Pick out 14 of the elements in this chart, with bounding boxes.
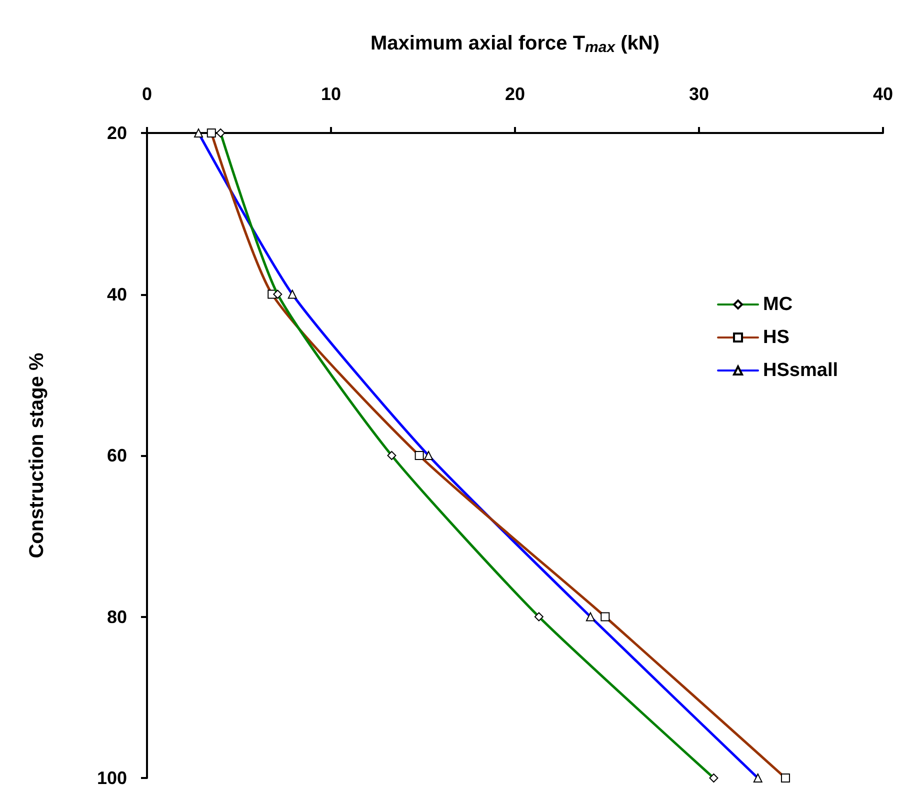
legend-label: HS [763,327,790,348]
legend-label: MC [763,294,793,315]
x-tick-label: 10 [320,84,342,104]
x-tick-label: 20 [504,84,526,104]
x-tick-label: 40 [872,84,894,104]
y-tick-label: 80 [106,606,127,627]
y-axis-title: Construction stage % [26,352,48,558]
y-tick-label: 20 [106,123,127,143]
y-tick-label: 60 [106,446,127,466]
y-tick-label: 100 [96,768,127,788]
x-tick-label: 30 [688,84,710,104]
x-tick-label: 0 [142,84,152,104]
y-tick-label: 40 [106,284,127,304]
legend-label: HSsmall [763,360,838,381]
